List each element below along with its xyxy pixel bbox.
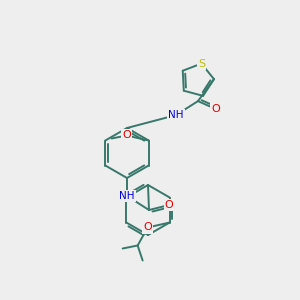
Text: O: O — [143, 223, 152, 232]
Text: O: O — [165, 200, 173, 210]
Text: S: S — [198, 58, 205, 69]
Text: O: O — [122, 130, 131, 140]
Text: NH: NH — [168, 110, 184, 120]
Text: NH: NH — [119, 191, 135, 201]
Text: O: O — [212, 104, 220, 114]
